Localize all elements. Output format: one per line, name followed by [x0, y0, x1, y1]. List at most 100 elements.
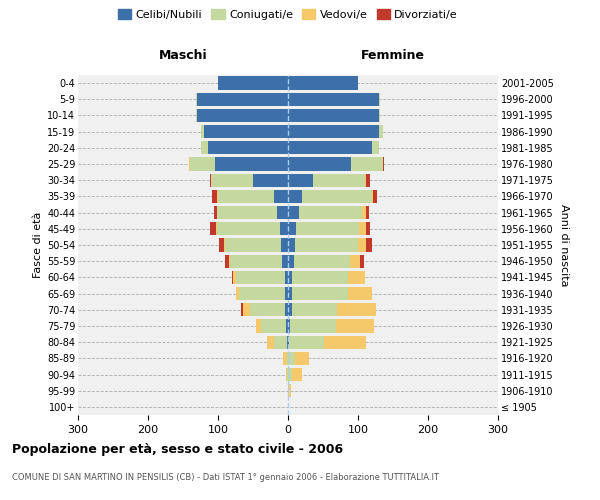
Bar: [225, 254, 229, 268]
Bar: [243, 303, 250, 316]
Bar: [284, 287, 288, 300]
Bar: [379, 109, 380, 122]
Bar: [351, 158, 383, 170]
Bar: [200, 141, 208, 154]
Bar: [284, 270, 288, 284]
Bar: [286, 320, 288, 332]
Bar: [288, 190, 302, 203]
Bar: [225, 238, 281, 252]
Bar: [211, 174, 253, 187]
Bar: [367, 238, 372, 252]
Bar: [295, 352, 309, 365]
Bar: [289, 384, 291, 398]
Bar: [288, 287, 292, 300]
Bar: [217, 222, 280, 235]
Bar: [292, 287, 347, 300]
Bar: [287, 352, 288, 365]
Bar: [288, 352, 295, 365]
Bar: [208, 141, 288, 154]
Bar: [281, 238, 288, 252]
Legend: Celibi/Nubili, Coniugati/e, Vedovi/e, Divorziati/e: Celibi/Nubili, Coniugati/e, Vedovi/e, Di…: [115, 6, 461, 23]
Bar: [233, 270, 235, 284]
Bar: [196, 109, 197, 122]
Bar: [256, 320, 262, 332]
Bar: [197, 109, 288, 122]
Bar: [288, 303, 292, 316]
Bar: [232, 270, 233, 284]
Bar: [288, 174, 313, 187]
Bar: [362, 206, 366, 220]
Bar: [365, 174, 367, 187]
Text: Femmine: Femmine: [361, 49, 425, 62]
Bar: [262, 320, 286, 332]
Bar: [212, 190, 217, 203]
Bar: [190, 158, 215, 170]
Bar: [286, 368, 287, 381]
Bar: [197, 92, 288, 106]
Bar: [196, 92, 197, 106]
Bar: [200, 125, 204, 138]
Bar: [372, 141, 379, 154]
Bar: [235, 270, 284, 284]
Bar: [239, 287, 284, 300]
Bar: [250, 303, 285, 316]
Bar: [313, 174, 365, 187]
Bar: [379, 125, 383, 138]
Bar: [288, 238, 295, 252]
Text: COMUNE DI SAN MARTINO IN PENSILIS (CB) - Dati ISTAT 1° gennaio 2006 - Elaborazio: COMUNE DI SAN MARTINO IN PENSILIS (CB) -…: [12, 472, 439, 482]
Bar: [373, 190, 377, 203]
Bar: [360, 254, 364, 268]
Bar: [302, 190, 372, 203]
Bar: [217, 190, 218, 203]
Bar: [379, 92, 380, 106]
Bar: [224, 238, 225, 252]
Bar: [367, 174, 370, 187]
Bar: [289, 336, 325, 349]
Bar: [214, 206, 217, 220]
Bar: [288, 368, 292, 381]
Bar: [290, 320, 335, 332]
Bar: [372, 190, 373, 203]
Bar: [204, 125, 288, 138]
Bar: [299, 206, 362, 220]
Bar: [367, 222, 370, 235]
Bar: [347, 287, 372, 300]
Bar: [293, 254, 350, 268]
Bar: [288, 206, 299, 220]
Bar: [218, 190, 274, 203]
Text: Maschi: Maschi: [158, 49, 208, 62]
Bar: [288, 254, 293, 268]
Bar: [283, 352, 287, 365]
Bar: [288, 125, 379, 138]
Bar: [283, 254, 288, 268]
Bar: [285, 303, 288, 316]
Bar: [277, 206, 288, 220]
Bar: [296, 222, 359, 235]
Bar: [383, 158, 384, 170]
Bar: [218, 76, 288, 90]
Y-axis label: Fasce di età: Fasce di età: [32, 212, 43, 278]
Bar: [295, 238, 358, 252]
Bar: [358, 238, 367, 252]
Bar: [288, 270, 292, 284]
Bar: [292, 368, 302, 381]
Bar: [288, 158, 351, 170]
Bar: [235, 287, 239, 300]
Bar: [215, 158, 288, 170]
Bar: [216, 222, 217, 235]
Bar: [366, 206, 369, 220]
Bar: [325, 336, 367, 349]
Bar: [287, 336, 288, 349]
Bar: [288, 222, 296, 235]
Bar: [288, 109, 379, 122]
Bar: [241, 303, 243, 316]
Bar: [287, 368, 288, 381]
Bar: [218, 238, 224, 252]
Bar: [188, 158, 189, 170]
Bar: [280, 222, 288, 235]
Bar: [292, 270, 347, 284]
Bar: [350, 254, 360, 268]
Bar: [209, 174, 211, 187]
Bar: [288, 92, 379, 106]
Bar: [288, 384, 289, 398]
